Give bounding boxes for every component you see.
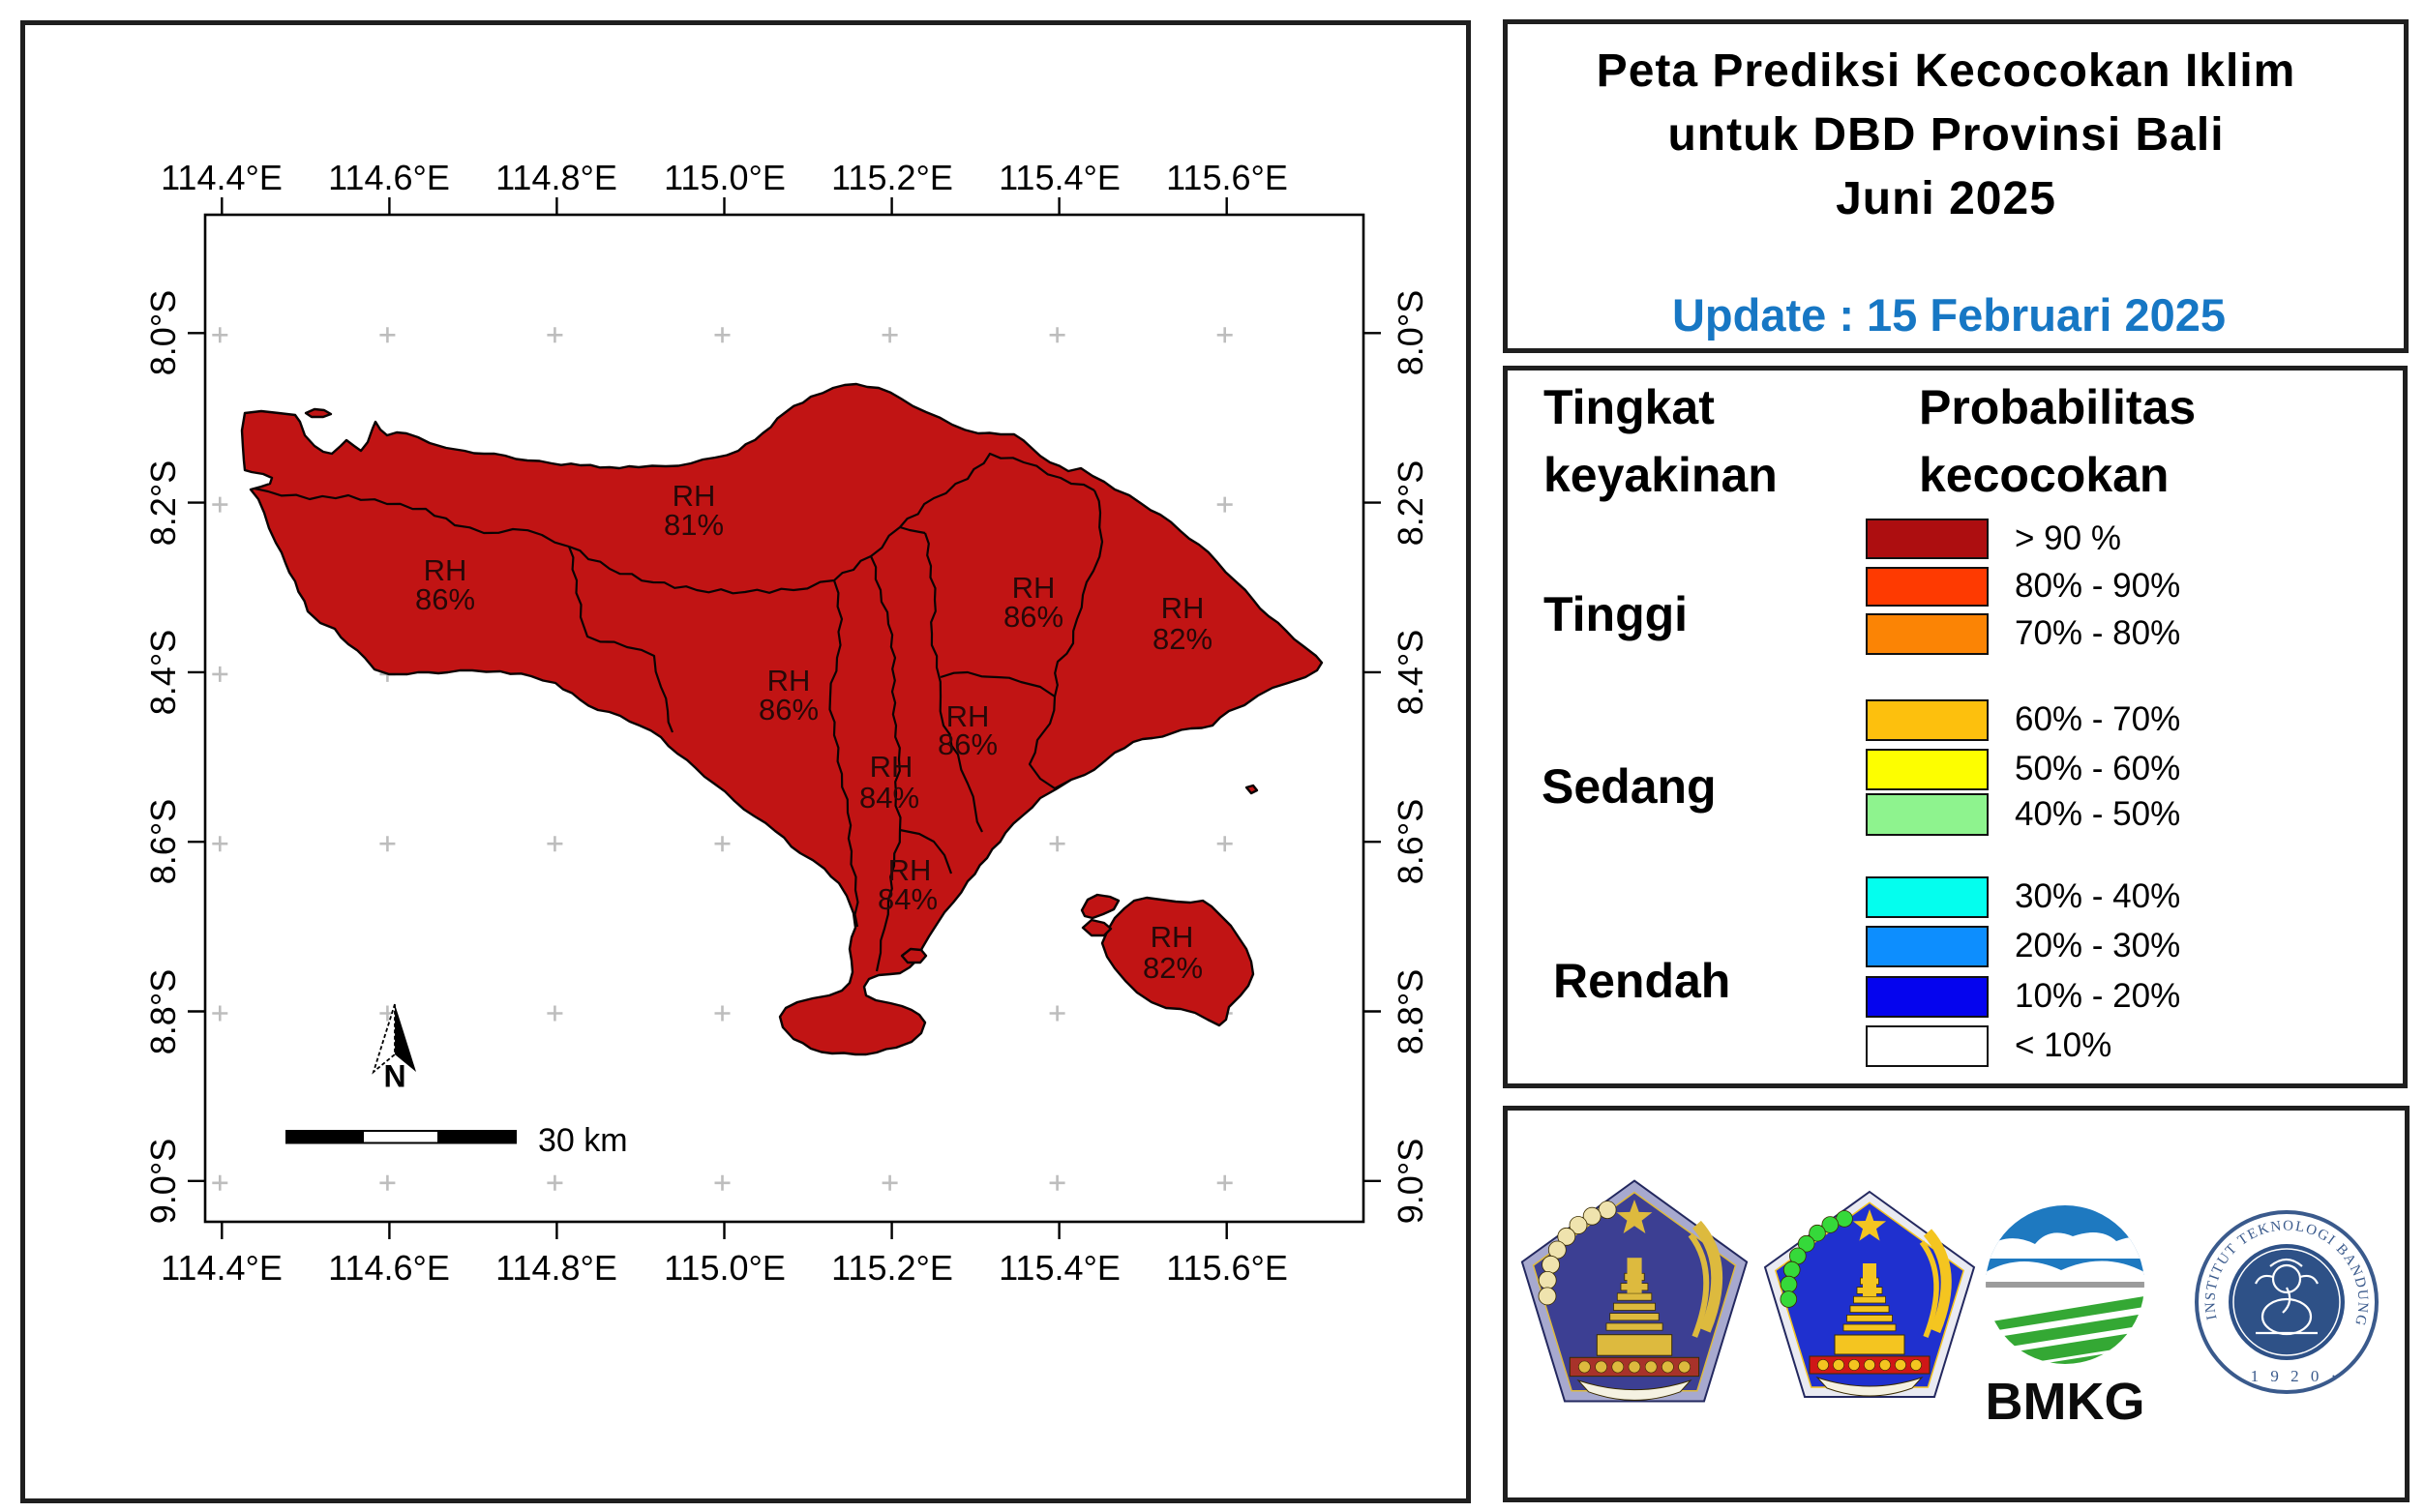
svg-text:· 1 9 2 0 ·: · 1 9 2 0 · — [2233, 1367, 2341, 1385]
svg-text:BMKG: BMKG — [1986, 1373, 2145, 1431]
